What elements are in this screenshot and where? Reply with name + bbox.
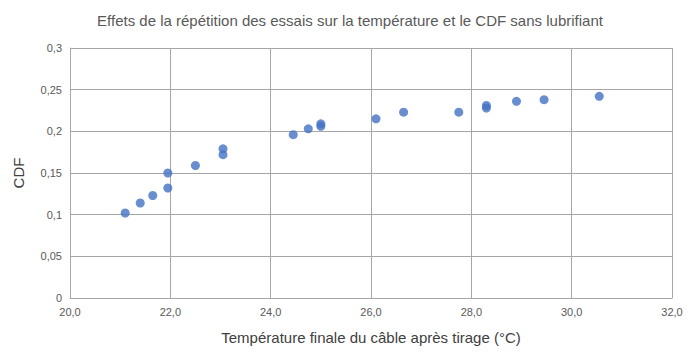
svg-text:0,25: 0,25	[41, 84, 62, 96]
svg-text:0,15: 0,15	[41, 167, 62, 179]
svg-text:28,0: 28,0	[461, 306, 482, 318]
svg-text:Température finale du câble ap: Température finale du câble après tirage…	[221, 329, 520, 346]
svg-text:Effets de la répétition des es: Effets de la répétition des essais sur l…	[97, 12, 604, 29]
svg-text:0,1: 0,1	[47, 209, 62, 221]
svg-text:22,0: 22,0	[160, 306, 181, 318]
svg-text:32,0: 32,0	[661, 306, 682, 318]
svg-text:24,0: 24,0	[260, 306, 281, 318]
svg-text:CDF: CDF	[10, 158, 27, 189]
svg-text:0,05: 0,05	[41, 250, 62, 262]
svg-text:20,0: 20,0	[59, 306, 80, 318]
svg-text:26,0: 26,0	[360, 306, 381, 318]
svg-text:30,0: 30,0	[561, 306, 582, 318]
svg-text:0,2: 0,2	[47, 125, 62, 137]
svg-text:0: 0	[56, 292, 62, 304]
svg-text:0,3: 0,3	[47, 42, 62, 54]
